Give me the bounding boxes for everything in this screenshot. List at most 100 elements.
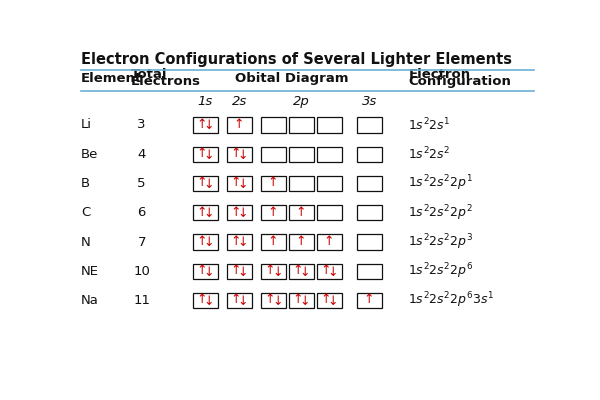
Text: ↑: ↑: [196, 118, 206, 131]
Text: ↓: ↓: [204, 266, 214, 278]
Bar: [357, 117, 382, 133]
Text: $1\mathit{s}^{2}$$2\mathit{s}^{2}$$2\mathit{p}^{6}$$3\mathit{s}^{1}$: $1\mathit{s}^{2}$$2\mathit{s}^{2}$$2\mat…: [408, 291, 494, 310]
Text: 10: 10: [133, 265, 150, 278]
Bar: [261, 264, 286, 279]
Text: ↓: ↓: [300, 266, 310, 278]
Bar: [227, 205, 252, 220]
Text: ↑: ↑: [364, 293, 374, 306]
Bar: [227, 264, 252, 279]
Text: ↑: ↑: [196, 235, 206, 248]
Text: ↓: ↓: [328, 266, 338, 278]
Text: ↑: ↑: [230, 147, 241, 160]
Bar: [193, 146, 218, 162]
Bar: [317, 117, 341, 133]
Text: ↓: ↓: [204, 119, 214, 132]
Bar: [289, 146, 314, 162]
Bar: [193, 264, 218, 279]
Text: 7: 7: [137, 236, 146, 248]
Text: ↓: ↓: [204, 236, 214, 249]
Text: 2s: 2s: [232, 96, 247, 108]
Text: ↓: ↓: [238, 236, 248, 249]
Bar: [357, 205, 382, 220]
Text: ↑: ↑: [196, 176, 206, 189]
Text: 3s: 3s: [362, 96, 377, 108]
Text: $1\mathit{s}^{2}$$2\mathit{s}^{2}$$2\mathit{p}^{6}$: $1\mathit{s}^{2}$$2\mathit{s}^{2}$$2\mat…: [408, 262, 473, 281]
Text: ↑: ↑: [320, 264, 331, 277]
Bar: [227, 117, 252, 133]
Bar: [261, 146, 286, 162]
Bar: [261, 234, 286, 250]
Bar: [317, 293, 341, 308]
Text: Na: Na: [81, 294, 99, 307]
Bar: [317, 205, 341, 220]
Text: ↓: ↓: [238, 207, 248, 220]
Bar: [227, 146, 252, 162]
Bar: [261, 293, 286, 308]
Bar: [261, 117, 286, 133]
Bar: [193, 117, 218, 133]
Text: Be: Be: [81, 148, 98, 161]
Bar: [357, 176, 382, 191]
Text: 11: 11: [133, 294, 150, 307]
Bar: [193, 176, 218, 191]
Bar: [193, 205, 218, 220]
Text: ↓: ↓: [272, 266, 283, 278]
Text: ↑: ↑: [320, 293, 331, 306]
Text: ↑: ↑: [230, 293, 241, 306]
Bar: [289, 293, 314, 308]
Bar: [261, 205, 286, 220]
Bar: [357, 293, 382, 308]
Text: ↑: ↑: [230, 264, 241, 277]
Text: $1\mathit{s}^{2}$$2\mathit{s}^{2}$: $1\mathit{s}^{2}$$2\mathit{s}^{2}$: [408, 146, 451, 162]
Text: $1\mathit{s}^{2}$$2\mathit{s}^{2}$$2\mathit{p}^{3}$: $1\mathit{s}^{2}$$2\mathit{s}^{2}$$2\mat…: [408, 232, 473, 252]
Text: ↑: ↑: [230, 235, 241, 248]
Text: ↓: ↓: [238, 295, 248, 308]
Bar: [227, 234, 252, 250]
Text: ↑: ↑: [292, 293, 302, 306]
Text: ↓: ↓: [300, 295, 310, 308]
Text: C: C: [81, 206, 91, 219]
Text: ↑: ↑: [196, 293, 206, 306]
Bar: [317, 176, 341, 191]
Text: $1\mathit{s}^{2}$$2\mathit{s}^{2}$$2\mathit{p}^{1}$: $1\mathit{s}^{2}$$2\mathit{s}^{2}$$2\mat…: [408, 174, 473, 193]
Text: ↑: ↑: [264, 293, 275, 306]
Text: N: N: [81, 236, 91, 248]
Text: ↓: ↓: [204, 148, 214, 162]
Text: ↑: ↑: [196, 264, 206, 277]
Text: ↑: ↑: [268, 176, 278, 189]
Text: 6: 6: [137, 206, 146, 219]
Bar: [357, 264, 382, 279]
Bar: [289, 234, 314, 250]
Text: ↑: ↑: [196, 147, 206, 160]
Text: ↑: ↑: [230, 206, 241, 218]
Text: ↓: ↓: [328, 295, 338, 308]
Text: ↑: ↑: [295, 235, 306, 248]
Text: Configuration: Configuration: [408, 75, 511, 88]
Bar: [227, 176, 252, 191]
Text: Li: Li: [81, 118, 92, 132]
Text: 1s: 1s: [197, 96, 213, 108]
Bar: [193, 293, 218, 308]
Bar: [261, 176, 286, 191]
Text: ↑: ↑: [264, 264, 275, 277]
Text: $1\mathit{s}^{2}$$2\mathit{s}^{1}$: $1\mathit{s}^{2}$$2\mathit{s}^{1}$: [408, 117, 451, 133]
Text: B: B: [81, 177, 91, 190]
Bar: [317, 264, 341, 279]
Text: $1\mathit{s}^{2}$$2\mathit{s}^{2}$$2\mathit{p}^{2}$: $1\mathit{s}^{2}$$2\mathit{s}^{2}$$2\mat…: [408, 203, 473, 222]
Bar: [317, 234, 341, 250]
Text: 5: 5: [137, 177, 146, 190]
Text: Electron: Electron: [408, 68, 470, 82]
Text: ↑: ↑: [323, 235, 334, 248]
Text: ↓: ↓: [238, 178, 248, 191]
Bar: [289, 117, 314, 133]
Text: 3: 3: [137, 118, 146, 132]
Text: ↑: ↑: [268, 206, 278, 218]
Text: ↑: ↑: [268, 235, 278, 248]
Bar: [227, 293, 252, 308]
Text: ↓: ↓: [204, 207, 214, 220]
Text: ↑: ↑: [295, 206, 306, 218]
Text: ↑: ↑: [292, 264, 302, 277]
Text: 4: 4: [137, 148, 146, 161]
Bar: [317, 146, 341, 162]
Text: ↑: ↑: [233, 118, 244, 131]
